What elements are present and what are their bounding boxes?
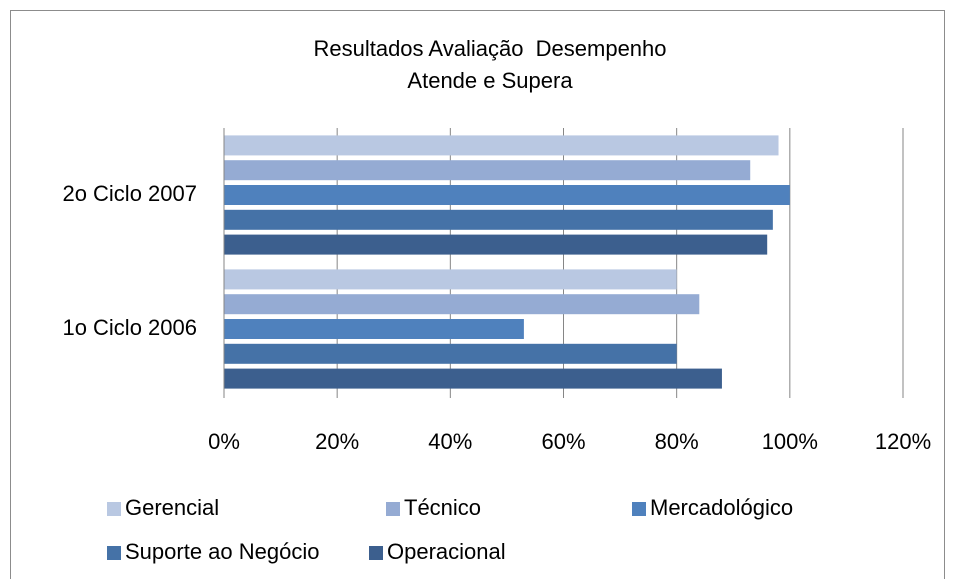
chart-subtitle: Atende e Supera: [407, 68, 573, 93]
x-tick-label: 20%: [315, 429, 359, 454]
bar: [224, 294, 700, 315]
legend-label: Técnico: [404, 495, 481, 520]
chart-title: Resultados Avaliação Desempenho: [313, 36, 666, 61]
x-tick-label: 0%: [208, 429, 240, 454]
bar: [224, 234, 768, 255]
legend-label: Mercadológico: [650, 495, 793, 520]
legend-label: Gerencial: [125, 495, 219, 520]
x-tick-label: 40%: [428, 429, 472, 454]
bar: [224, 368, 722, 389]
legend-swatch: [632, 502, 646, 516]
legend-swatch: [386, 502, 400, 516]
bar: [224, 343, 677, 364]
legend-label: Suporte ao Negócio: [125, 539, 319, 564]
x-tick-label: 80%: [655, 429, 699, 454]
bar: [224, 185, 790, 205]
bar: [224, 269, 677, 290]
y-tick-label: 2o Ciclo 2007: [62, 181, 197, 206]
bar: [224, 209, 773, 230]
legend-swatch: [107, 546, 121, 560]
bar: [224, 135, 779, 156]
legend-swatch: [369, 546, 383, 560]
y-tick-label: 1o Ciclo 2006: [62, 315, 197, 340]
legend-swatch: [107, 502, 121, 516]
bar: [224, 319, 524, 339]
x-tick-label: 100%: [762, 429, 818, 454]
bar: [224, 160, 751, 181]
x-tick-label: 60%: [541, 429, 585, 454]
legend-label: Operacional: [387, 539, 506, 564]
x-tick-label: 120%: [875, 429, 931, 454]
